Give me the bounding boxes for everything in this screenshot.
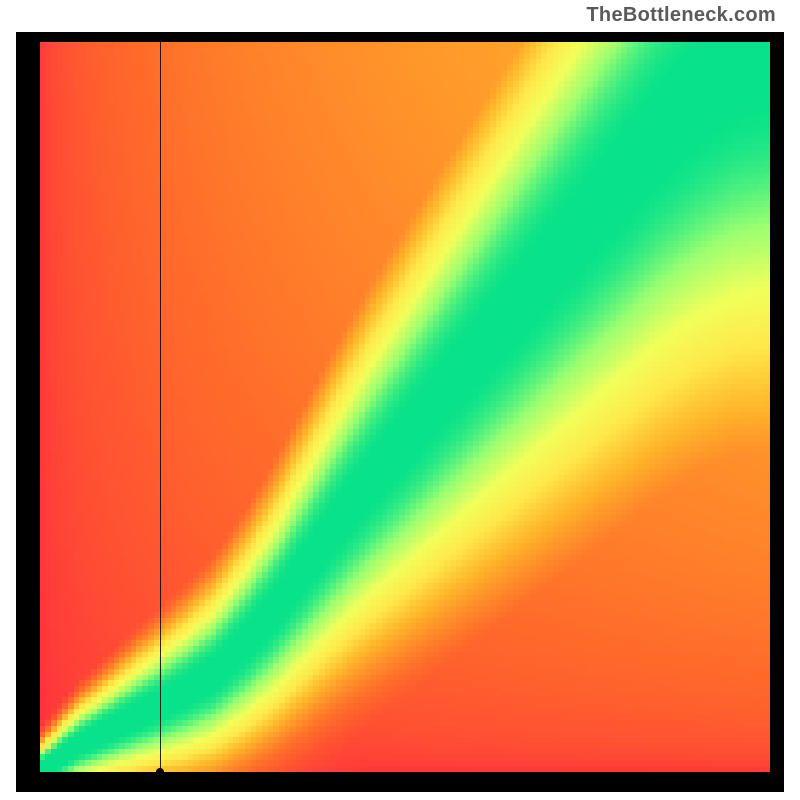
indicator-vertical-line: [160, 42, 161, 772]
chart-frame: [16, 32, 784, 792]
bottleneck-heatmap: [40, 42, 770, 772]
indicator-dot: [156, 768, 164, 776]
watermark-text: TheBottleneck.com: [586, 4, 776, 27]
